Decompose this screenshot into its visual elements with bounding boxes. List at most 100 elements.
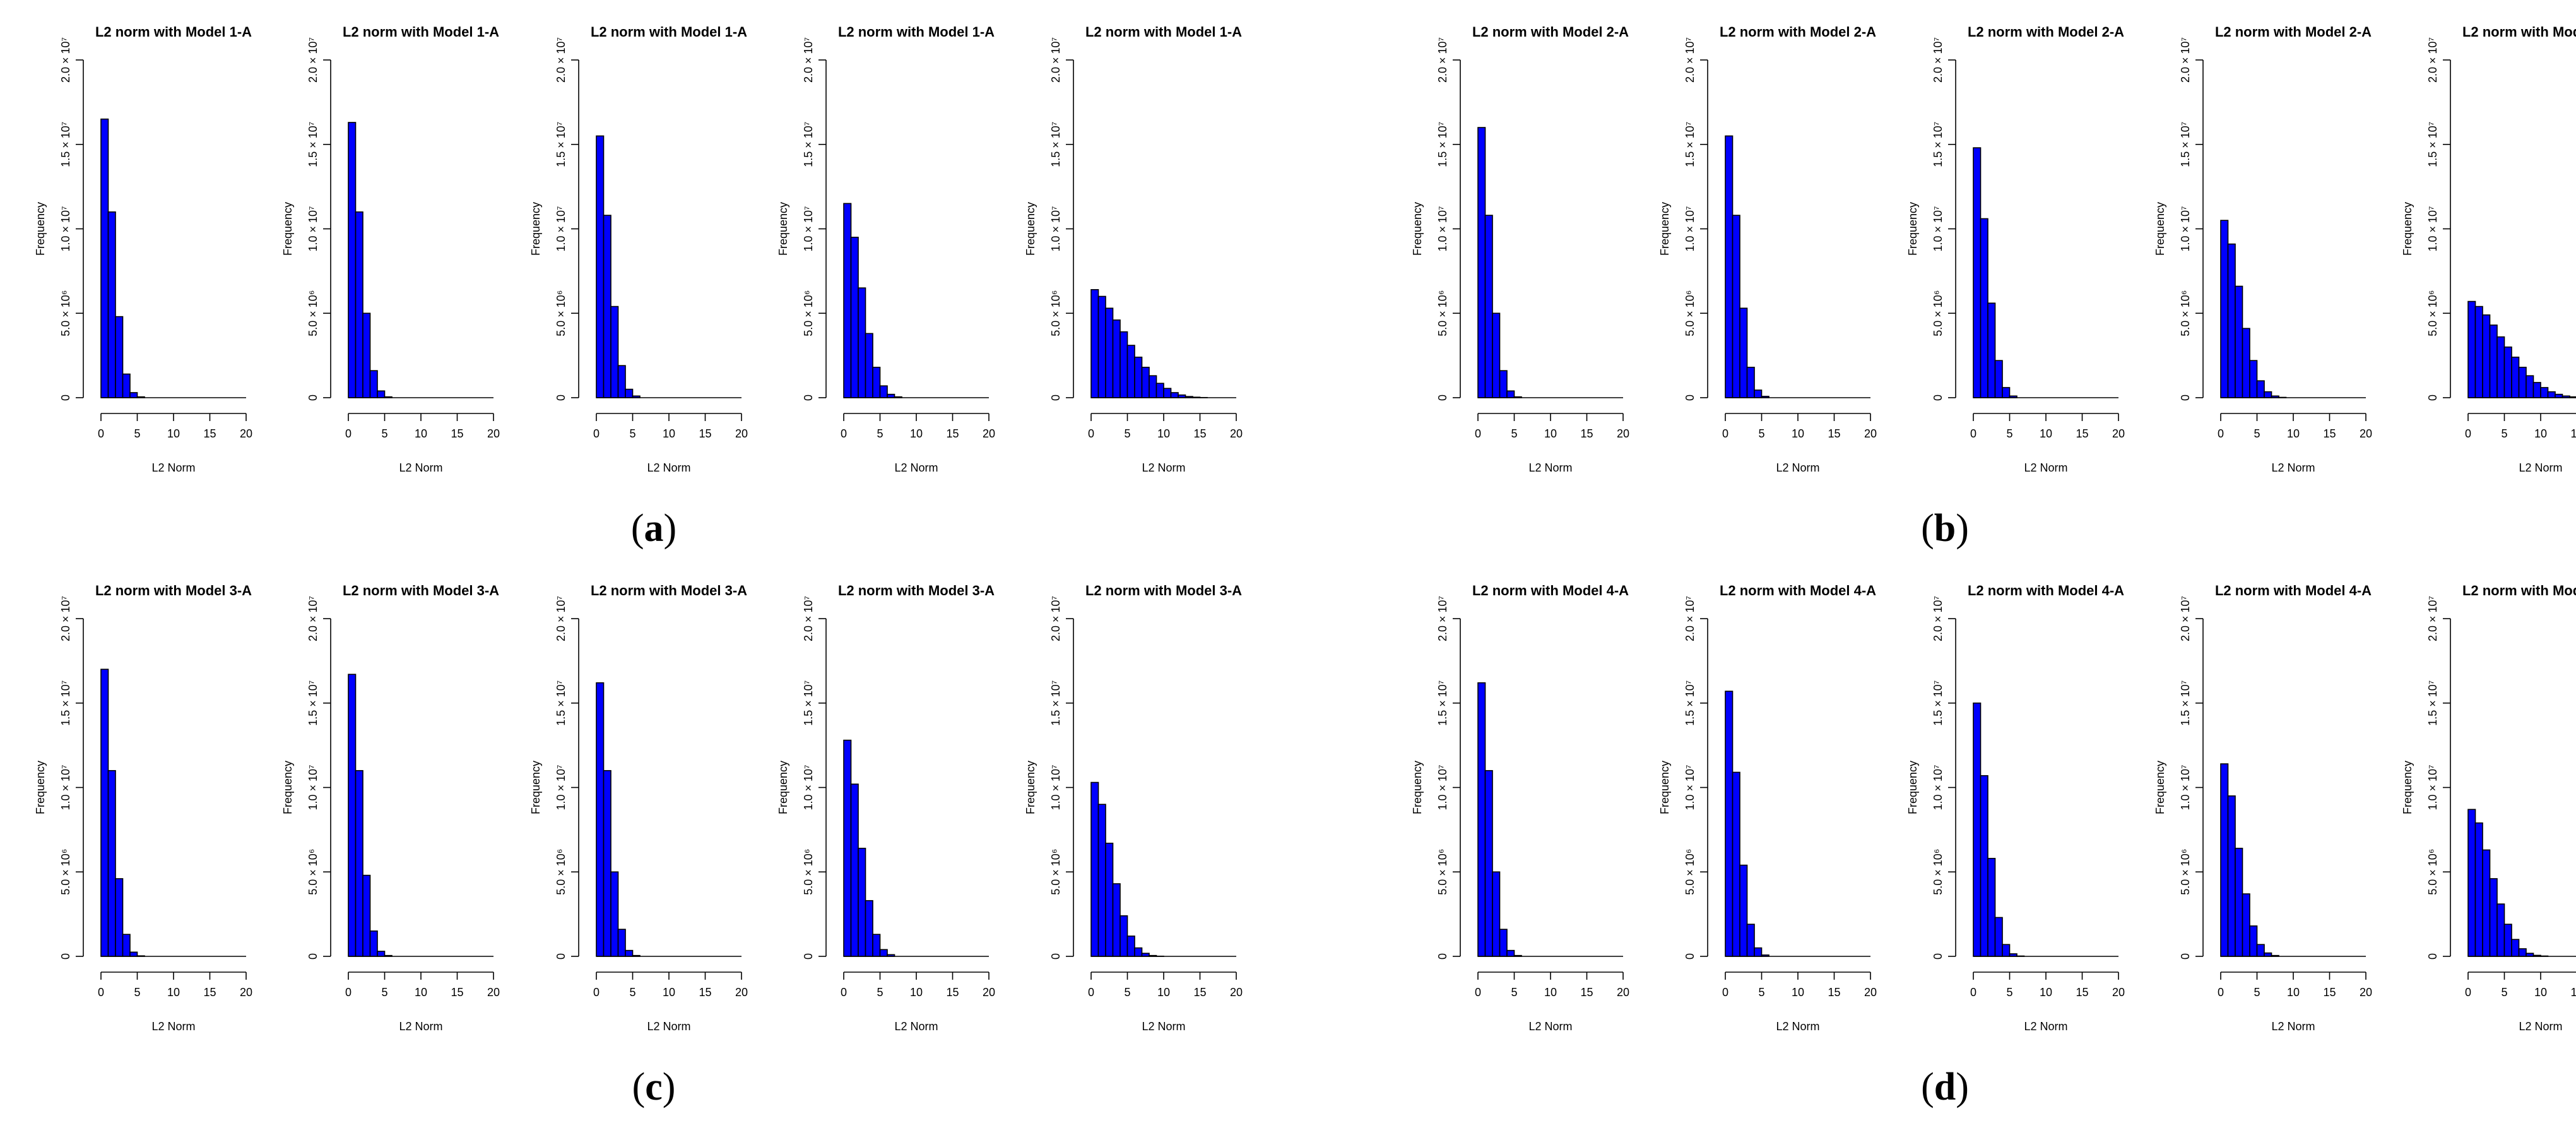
y-tick-label: 1.5 × 10⁷ xyxy=(1049,680,1062,726)
histogram-bar xyxy=(610,306,619,398)
y-tick-label: 2.0 × 10⁷ xyxy=(802,37,815,83)
panel-label-b: (b) xyxy=(1921,507,1969,550)
histogram-bar xyxy=(2503,346,2512,398)
y-tick-label: 5.0 × 10⁶ xyxy=(59,290,72,336)
histogram-title: L2 norm with Model 4-A xyxy=(2462,583,2576,598)
y-axis-label: Frequency xyxy=(2154,761,2166,814)
x-tick-label: 15 xyxy=(2076,427,2088,440)
x-axis-label: L2 Norm xyxy=(1528,1020,1572,1033)
y-tick-label: 2.0 × 10⁷ xyxy=(1436,596,1449,641)
y-axis-label: Frequency xyxy=(2401,202,2414,256)
x-tick-label: 20 xyxy=(983,986,995,999)
x-tick-label: 20 xyxy=(1617,427,1629,440)
y-tick-label: 5.0 × 10⁶ xyxy=(802,849,815,895)
histogram-bar xyxy=(603,769,612,957)
histogram-bar xyxy=(362,312,371,398)
histogram-bar xyxy=(617,365,626,398)
y-tick-label: 5.0 × 10⁶ xyxy=(2179,290,2192,336)
histogram-bar xyxy=(1746,924,1755,957)
histogram-bar xyxy=(2227,795,2236,957)
y-tick-label: 1.5 × 10⁷ xyxy=(1932,680,1944,726)
y-tick-label: 2.0 × 10⁷ xyxy=(1436,37,1449,83)
y-tick-label: 2.0 × 10⁷ xyxy=(555,596,567,641)
x-tick-label: 20 xyxy=(2112,986,2125,999)
y-tick-label: 1.5 × 10⁷ xyxy=(1436,122,1449,167)
histogram-panel-6: L2 norm with Model 2-A 0 5 10 15 20 L2 Norm 0 5.… xyxy=(1411,24,1629,474)
histogram-bar xyxy=(1090,288,1099,398)
x-tick-label: 15 xyxy=(1828,986,1840,999)
histogram-bar xyxy=(603,215,612,398)
y-tick-label: 2.0 × 10⁷ xyxy=(59,37,72,83)
histogram-bar xyxy=(2249,925,2258,957)
histogram-bar xyxy=(1980,218,1988,398)
histogram-title: L2 norm with Model 2-A xyxy=(2215,24,2372,40)
histogram-bar xyxy=(879,385,888,398)
y-tick-label: 1.5 × 10⁷ xyxy=(307,680,319,726)
histogram-panel-19: L2 norm with Model 4-A 0 5 10 15 20 L2 Norm 0 5.… xyxy=(2154,583,2372,1033)
x-tick-label: 10 xyxy=(1157,986,1170,999)
x-axis-label: L2 Norm xyxy=(647,461,690,474)
y-tick-label: 1.0 × 10⁷ xyxy=(1436,206,1449,251)
histogram-bar xyxy=(1746,367,1755,398)
x-tick-label: 5 xyxy=(1758,427,1764,440)
x-tick-label: 15 xyxy=(451,427,463,440)
histogram-bar xyxy=(1506,949,1515,957)
x-axis-label: L2 Norm xyxy=(399,1020,442,1033)
histogram-panel-14: L2 norm with Model 3-A 0 5 10 15 20 L2 Norm 0 5.… xyxy=(777,583,995,1033)
x-tick-label: 20 xyxy=(1864,427,1877,440)
x-tick-label: 5 xyxy=(2006,427,2012,440)
x-tick-label: 10 xyxy=(910,427,923,440)
histogram-bar xyxy=(2002,387,2011,398)
histogram-panel-17: L2 norm with Model 4-A 0 5 10 15 20 L2 Norm 0 5.… xyxy=(1658,583,1877,1033)
x-tick-label: 20 xyxy=(1864,986,1877,999)
y-tick-label: 2.0 × 10⁷ xyxy=(1932,596,1944,641)
y-axis-label: Frequency xyxy=(281,761,294,814)
x-tick-label: 0 xyxy=(2465,986,2471,999)
y-tick-label: 2.0 × 10⁷ xyxy=(1049,596,1062,641)
x-tick-label: 0 xyxy=(1088,427,1094,440)
y-tick-label: 1.0 × 10⁷ xyxy=(555,206,567,251)
histogram-bar xyxy=(377,390,386,398)
y-tick-label: 5.0 × 10⁶ xyxy=(555,849,567,895)
y-tick-label: 1.5 × 10⁷ xyxy=(1932,122,1944,167)
y-tick-label: 0 xyxy=(1436,395,1449,401)
x-tick-label: 15 xyxy=(946,427,959,440)
y-tick-label: 1.5 × 10⁷ xyxy=(1436,680,1449,726)
y-tick-label: 1.0 × 10⁷ xyxy=(1436,764,1449,810)
histogram-bar xyxy=(1987,858,1996,957)
histogram-bar xyxy=(348,122,357,398)
y-tick-label: 5.0 × 10⁶ xyxy=(2179,849,2192,895)
y-tick-label: 1.5 × 10⁷ xyxy=(555,680,567,726)
histogram-bar xyxy=(122,373,131,398)
x-tick-label: 10 xyxy=(167,986,180,999)
x-tick-label: 0 xyxy=(593,427,600,440)
histogram-panel-5: L2 norm with Model 1-A 0 5 10 15 20 L2 Norm 0 5.… xyxy=(1024,24,1243,474)
histogram-bar xyxy=(2220,220,2229,398)
histogram-title: L2 norm with Model 1-A xyxy=(591,24,747,40)
histogram-bar xyxy=(2264,952,2272,957)
histogram-bar xyxy=(2242,328,2250,398)
y-tick-label: 0 xyxy=(555,953,567,960)
x-tick-label: 20 xyxy=(735,986,748,999)
y-tick-label: 1.0 × 10⁷ xyxy=(1932,206,1944,251)
x-tick-label: 20 xyxy=(1230,986,1243,999)
histogram-bar xyxy=(355,769,363,957)
x-tick-label: 0 xyxy=(841,986,847,999)
y-tick-label: 0 xyxy=(2426,395,2439,401)
histogram-panel-12: L2 norm with Model 3-A 0 5 10 15 20 L2 Norm 0 5.… xyxy=(281,583,500,1033)
y-tick-label: 0 xyxy=(1436,953,1449,960)
x-axis-label: L2 Norm xyxy=(1142,461,1185,474)
x-tick-label: 5 xyxy=(2501,986,2507,999)
x-axis-label: L2 Norm xyxy=(1142,1020,1185,1033)
histogram-bar xyxy=(1987,302,1996,398)
x-axis-label: L2 Norm xyxy=(1528,461,1572,474)
x-tick-label: 0 xyxy=(841,427,847,440)
y-tick-label: 2.0 × 10⁷ xyxy=(307,37,319,83)
histogram-title: L2 norm with Model 2-A xyxy=(1968,24,2124,40)
histogram-bar xyxy=(2227,243,2236,398)
histogram-bar xyxy=(1149,375,1157,398)
y-tick-label: 2.0 × 10⁷ xyxy=(555,37,567,83)
x-tick-label: 15 xyxy=(2323,986,2336,999)
y-axis-label: Frequency xyxy=(1906,202,1919,256)
